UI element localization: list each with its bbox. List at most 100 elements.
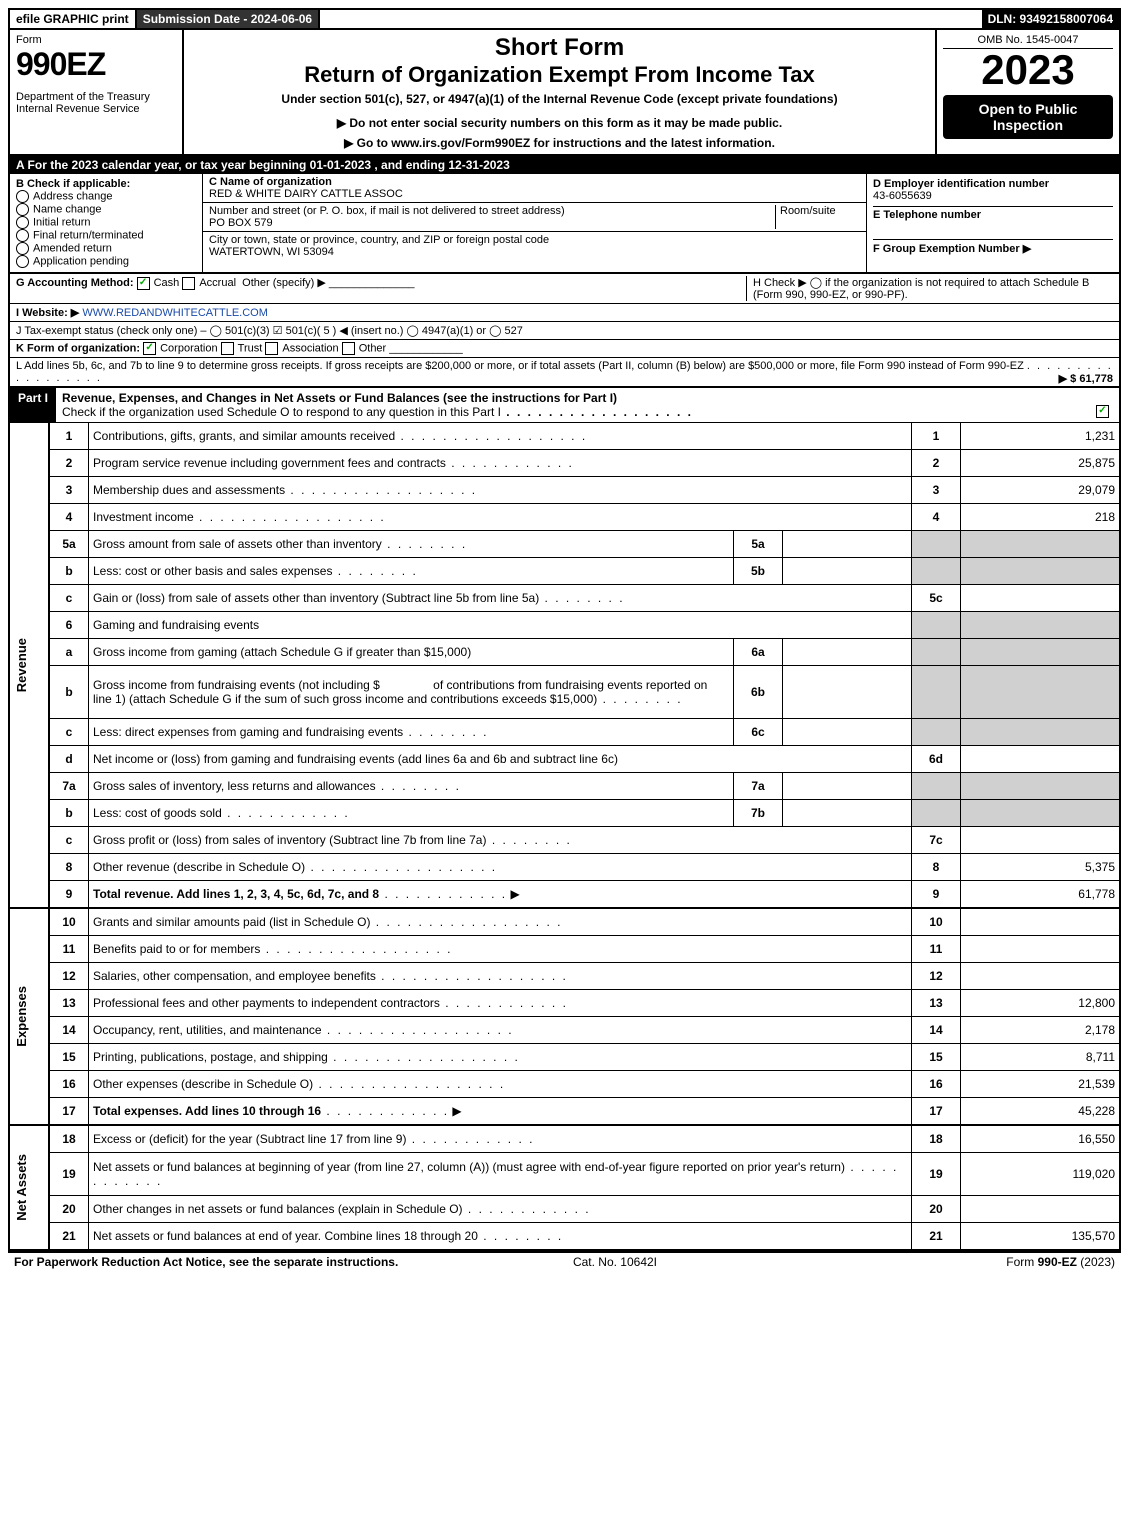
form-number: 990EZ (16, 46, 176, 83)
part1-header: Part I Revenue, Expenses, and Changes in… (8, 388, 1121, 423)
line-19-num: 19 (912, 1153, 961, 1196)
line-5a-grey (912, 531, 961, 558)
b-label: B Check if applicable: (16, 178, 196, 190)
checkbox-name-change[interactable] (16, 203, 29, 216)
line-6d-num: 6d (912, 746, 961, 773)
line-4-num: 4 (912, 504, 961, 531)
line-1-amount: 1,231 (961, 423, 1121, 450)
line-2-num: 2 (912, 450, 961, 477)
checkbox-address-change[interactable] (16, 190, 29, 203)
org-street: PO BOX 579 (209, 217, 273, 229)
short-form-label: Short Form (190, 34, 929, 62)
h-text: H Check ▶ ◯ if the organization is not r… (746, 276, 1113, 301)
line-2-no: 2 (49, 450, 89, 477)
line-6a-sub: 6a (734, 639, 783, 666)
org-name: RED & WHITE DAIRY CATTLE ASSOC (209, 188, 403, 200)
line-6a-desc: Gross income from gaming (attach Schedul… (93, 645, 471, 659)
c-name-label: C Name of organization (209, 176, 332, 188)
line-19-amount: 119,020 (961, 1153, 1121, 1196)
line-6c-desc: Less: direct expenses from gaming and fu… (93, 725, 403, 739)
checkbox-cash[interactable] (137, 277, 150, 290)
line-21-num: 21 (912, 1223, 961, 1251)
line-6c-no: c (49, 719, 89, 746)
checkbox-schedule-o[interactable] (1096, 405, 1109, 418)
lines-table: Revenue 1 Contributions, gifts, grants, … (8, 423, 1121, 1251)
line-11-desc: Benefits paid to or for members (93, 942, 260, 956)
header-left: Form 990EZ Department of the Treasury In… (10, 30, 184, 154)
line-18-amount: 16,550 (961, 1125, 1121, 1153)
b-item-1: Name change (33, 203, 102, 215)
line-13-desc: Professional fees and other payments to … (93, 996, 440, 1010)
expenses-section-label: Expenses (14, 986, 29, 1047)
line-16-no: 16 (49, 1071, 89, 1098)
line-18-desc: Excess or (deficit) for the year (Subtra… (93, 1132, 406, 1146)
tax-year: 2023 (943, 49, 1113, 91)
bcdef-row: B Check if applicable: Address change Na… (8, 174, 1121, 274)
line-12-desc: Salaries, other compensation, and employ… (93, 969, 376, 983)
row-j: J Tax-exempt status (check only one) – ◯… (8, 322, 1121, 340)
efile-print[interactable]: efile GRAPHIC print (10, 10, 137, 28)
g-cash: Cash (154, 277, 180, 289)
checkbox-assoc[interactable] (265, 342, 278, 355)
line-9-desc: Total revenue. Add lines 1, 2, 3, 4, 5c,… (93, 887, 379, 901)
org-city: WATERTOWN, WI 53094 (209, 246, 334, 258)
line-13-amount: 12,800 (961, 990, 1121, 1017)
checkbox-initial-return[interactable] (16, 216, 29, 229)
form-subtitle: Under section 501(c), 527, or 4947(a)(1)… (190, 92, 929, 106)
line-13-num: 13 (912, 990, 961, 1017)
line-7a-sub: 7a (734, 773, 783, 800)
goto-link[interactable]: ▶ Go to www.irs.gov/Form990EZ for instru… (190, 136, 929, 150)
line-7c-num: 7c (912, 827, 961, 854)
checkbox-accrual[interactable] (182, 277, 195, 290)
header-right: OMB No. 1545-0047 2023 Open to Public In… (937, 30, 1119, 154)
line-6-desc: Gaming and fundraising events (93, 618, 259, 632)
line-17-desc: Total expenses. Add lines 10 through 16 (93, 1104, 321, 1118)
f-group-label: F Group Exemption Number ▶ (873, 239, 1113, 255)
line-16-amount: 21,539 (961, 1071, 1121, 1098)
checkbox-amended-return[interactable] (16, 242, 29, 255)
checkbox-trust[interactable] (221, 342, 234, 355)
form-header: Form 990EZ Department of the Treasury In… (8, 30, 1121, 156)
line-6a-no: a (49, 639, 89, 666)
line-17-amount: 45,228 (961, 1098, 1121, 1126)
line-7b-desc: Less: cost of goods sold (93, 806, 222, 820)
part1-check-text: Check if the organization used Schedule … (62, 405, 501, 419)
line-15-desc: Printing, publications, postage, and shi… (93, 1050, 328, 1064)
g-accrual: Accrual (199, 277, 236, 289)
l-value: ▶ $ 61,778 (1059, 372, 1113, 385)
line-6b-sub: 6b (734, 666, 783, 719)
checkbox-corp[interactable] (143, 342, 156, 355)
line-1-no: 1 (49, 423, 89, 450)
b-item-0: Address change (33, 190, 113, 202)
netassets-section-label: Net Assets (14, 1154, 29, 1221)
line-6b-no: b (49, 666, 89, 719)
checkbox-application-pending[interactable] (16, 255, 29, 268)
i-label: I Website: ▶ (16, 307, 79, 319)
k-label: K Form of organization: (16, 342, 140, 354)
line-5a-subval (783, 531, 912, 558)
column-b: B Check if applicable: Address change Na… (10, 174, 203, 272)
line-4-no: 4 (49, 504, 89, 531)
line-5a-no: 5a (49, 531, 89, 558)
checkbox-final-return[interactable] (16, 229, 29, 242)
line-3-desc: Membership dues and assessments (93, 483, 285, 497)
b-item-5: Application pending (33, 255, 129, 267)
line-21-amount: 135,570 (961, 1223, 1121, 1251)
dln: DLN: 93492158007064 (982, 10, 1119, 28)
form-title: Return of Organization Exempt From Incom… (190, 62, 929, 88)
line-5b-desc: Less: cost or other basis and sales expe… (93, 564, 332, 578)
g-other: Other (specify) ▶ (242, 277, 326, 289)
line-2-desc: Program service revenue including govern… (93, 456, 446, 470)
line-20-desc: Other changes in net assets or fund bala… (93, 1202, 463, 1216)
line-19-no: 19 (49, 1153, 89, 1196)
line-6d-desc: Net income or (loss) from gaming and fun… (93, 752, 618, 766)
header-center: Short Form Return of Organization Exempt… (184, 30, 937, 154)
open-inspection: Open to Public Inspection (943, 95, 1113, 139)
line-10-no: 10 (49, 908, 89, 936)
website-link[interactable]: WWW.REDANDWHITECATTLE.COM (82, 307, 268, 319)
line-16-desc: Other expenses (describe in Schedule O) (93, 1077, 313, 1091)
line-15-amount: 8,711 (961, 1044, 1121, 1071)
footer-right: Form 990-EZ (2023) (1006, 1255, 1115, 1269)
line-17-no: 17 (49, 1098, 89, 1126)
checkbox-other[interactable] (342, 342, 355, 355)
